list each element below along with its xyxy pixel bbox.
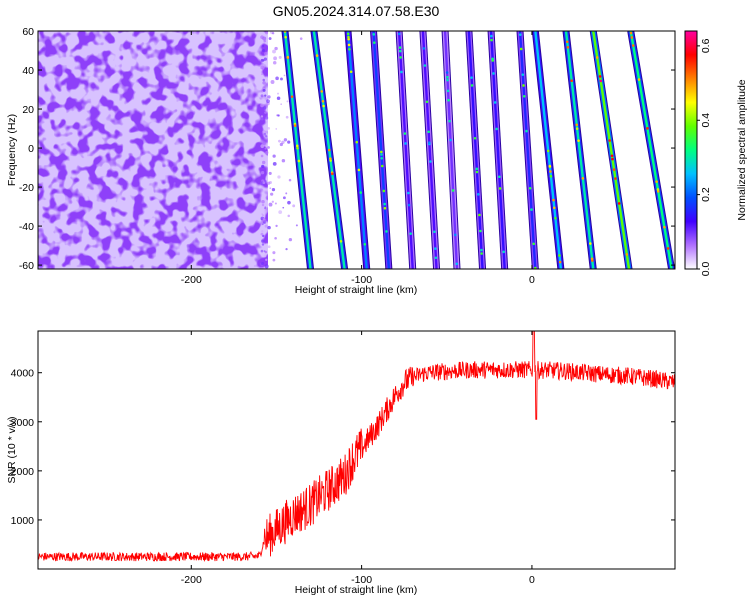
spectral-track: [370, 31, 393, 269]
spectrogram-x-axis-label: Height of straight line (km): [295, 284, 418, 296]
snr-y-axis-label: SNR (10 * v/v): [6, 416, 18, 483]
y-tick-label: 20: [22, 104, 34, 116]
x-tick-label: 0: [529, 274, 535, 286]
x-tick-label: -100: [351, 574, 372, 586]
colorbar-ticks: 0.0 0.2 0.4 0.6: [697, 38, 712, 276]
spectrogram-y-axis-label: Frequency (Hz): [6, 114, 18, 186]
y-tick-label: 60: [22, 26, 34, 38]
spectral-track: [419, 31, 441, 269]
x-tick-label: 0: [529, 574, 535, 586]
spectral-track: [562, 31, 597, 269]
x-tick-label: -100: [351, 274, 372, 286]
noise-region-texture: [38, 31, 268, 269]
colorbar-tick-label: 0.4: [700, 113, 712, 128]
snr-x-axis-label: Height of straight line (km): [295, 584, 418, 596]
spectral-track: [441, 31, 461, 269]
spectral-track: [516, 31, 539, 269]
colorbar: 0.0 0.2 0.4 0.6 Normalized spectral amplitu…: [684, 30, 748, 276]
y-tick-label: -40: [19, 221, 34, 233]
y-tick-label: 3000: [11, 417, 35, 429]
spectrogram-frame: [37, 30, 676, 270]
y-tick-label: 0: [28, 143, 34, 155]
spectral-track: [281, 31, 314, 269]
y-tick-label: -20: [19, 182, 34, 194]
snr-line: [38, 331, 675, 562]
spectral-track: [395, 31, 417, 269]
colorbar-gradient: [685, 31, 697, 269]
snr-frame: [37, 330, 676, 570]
spectral-track: [344, 31, 371, 269]
snr-axes: -200 -100 0 1000 2000 3000 4000: [11, 331, 675, 586]
colorbar-frame: [684, 30, 698, 270]
x-tick-label: -200: [181, 574, 202, 586]
spectrogram-plot-area: [38, 31, 675, 269]
x-tick-label: -200: [181, 274, 202, 286]
spectral-track: [310, 31, 349, 269]
spectral-track: [531, 31, 565, 269]
spectral-track: [589, 31, 633, 269]
colorbar-tick-label: 0.2: [700, 187, 712, 202]
y-tick-label: 1000: [11, 515, 35, 527]
snr-plot-area: [38, 331, 675, 562]
figure-title: GN05.2024.314.07.58.E30: [273, 3, 440, 19]
spectral-track: [465, 31, 487, 269]
colorbar-label: Normalized spectral amplitude: [736, 79, 748, 220]
noise-edge-scatter: [260, 31, 303, 269]
colorbar-tick-label: 0.6: [700, 38, 712, 53]
colorbar-tick-label: 0.0: [700, 262, 712, 277]
y-tick-label: 40: [22, 65, 34, 77]
y-tick-label: 4000: [11, 368, 35, 380]
spectral-track: [487, 31, 509, 269]
spectral-track: [627, 31, 675, 269]
y-tick-label: -60: [19, 260, 34, 272]
y-tick-label: 2000: [11, 466, 35, 478]
snr-panel: -200 -100 0 1000 2000 3000 4000 SNR (10 * v/v)…: [6, 330, 676, 596]
